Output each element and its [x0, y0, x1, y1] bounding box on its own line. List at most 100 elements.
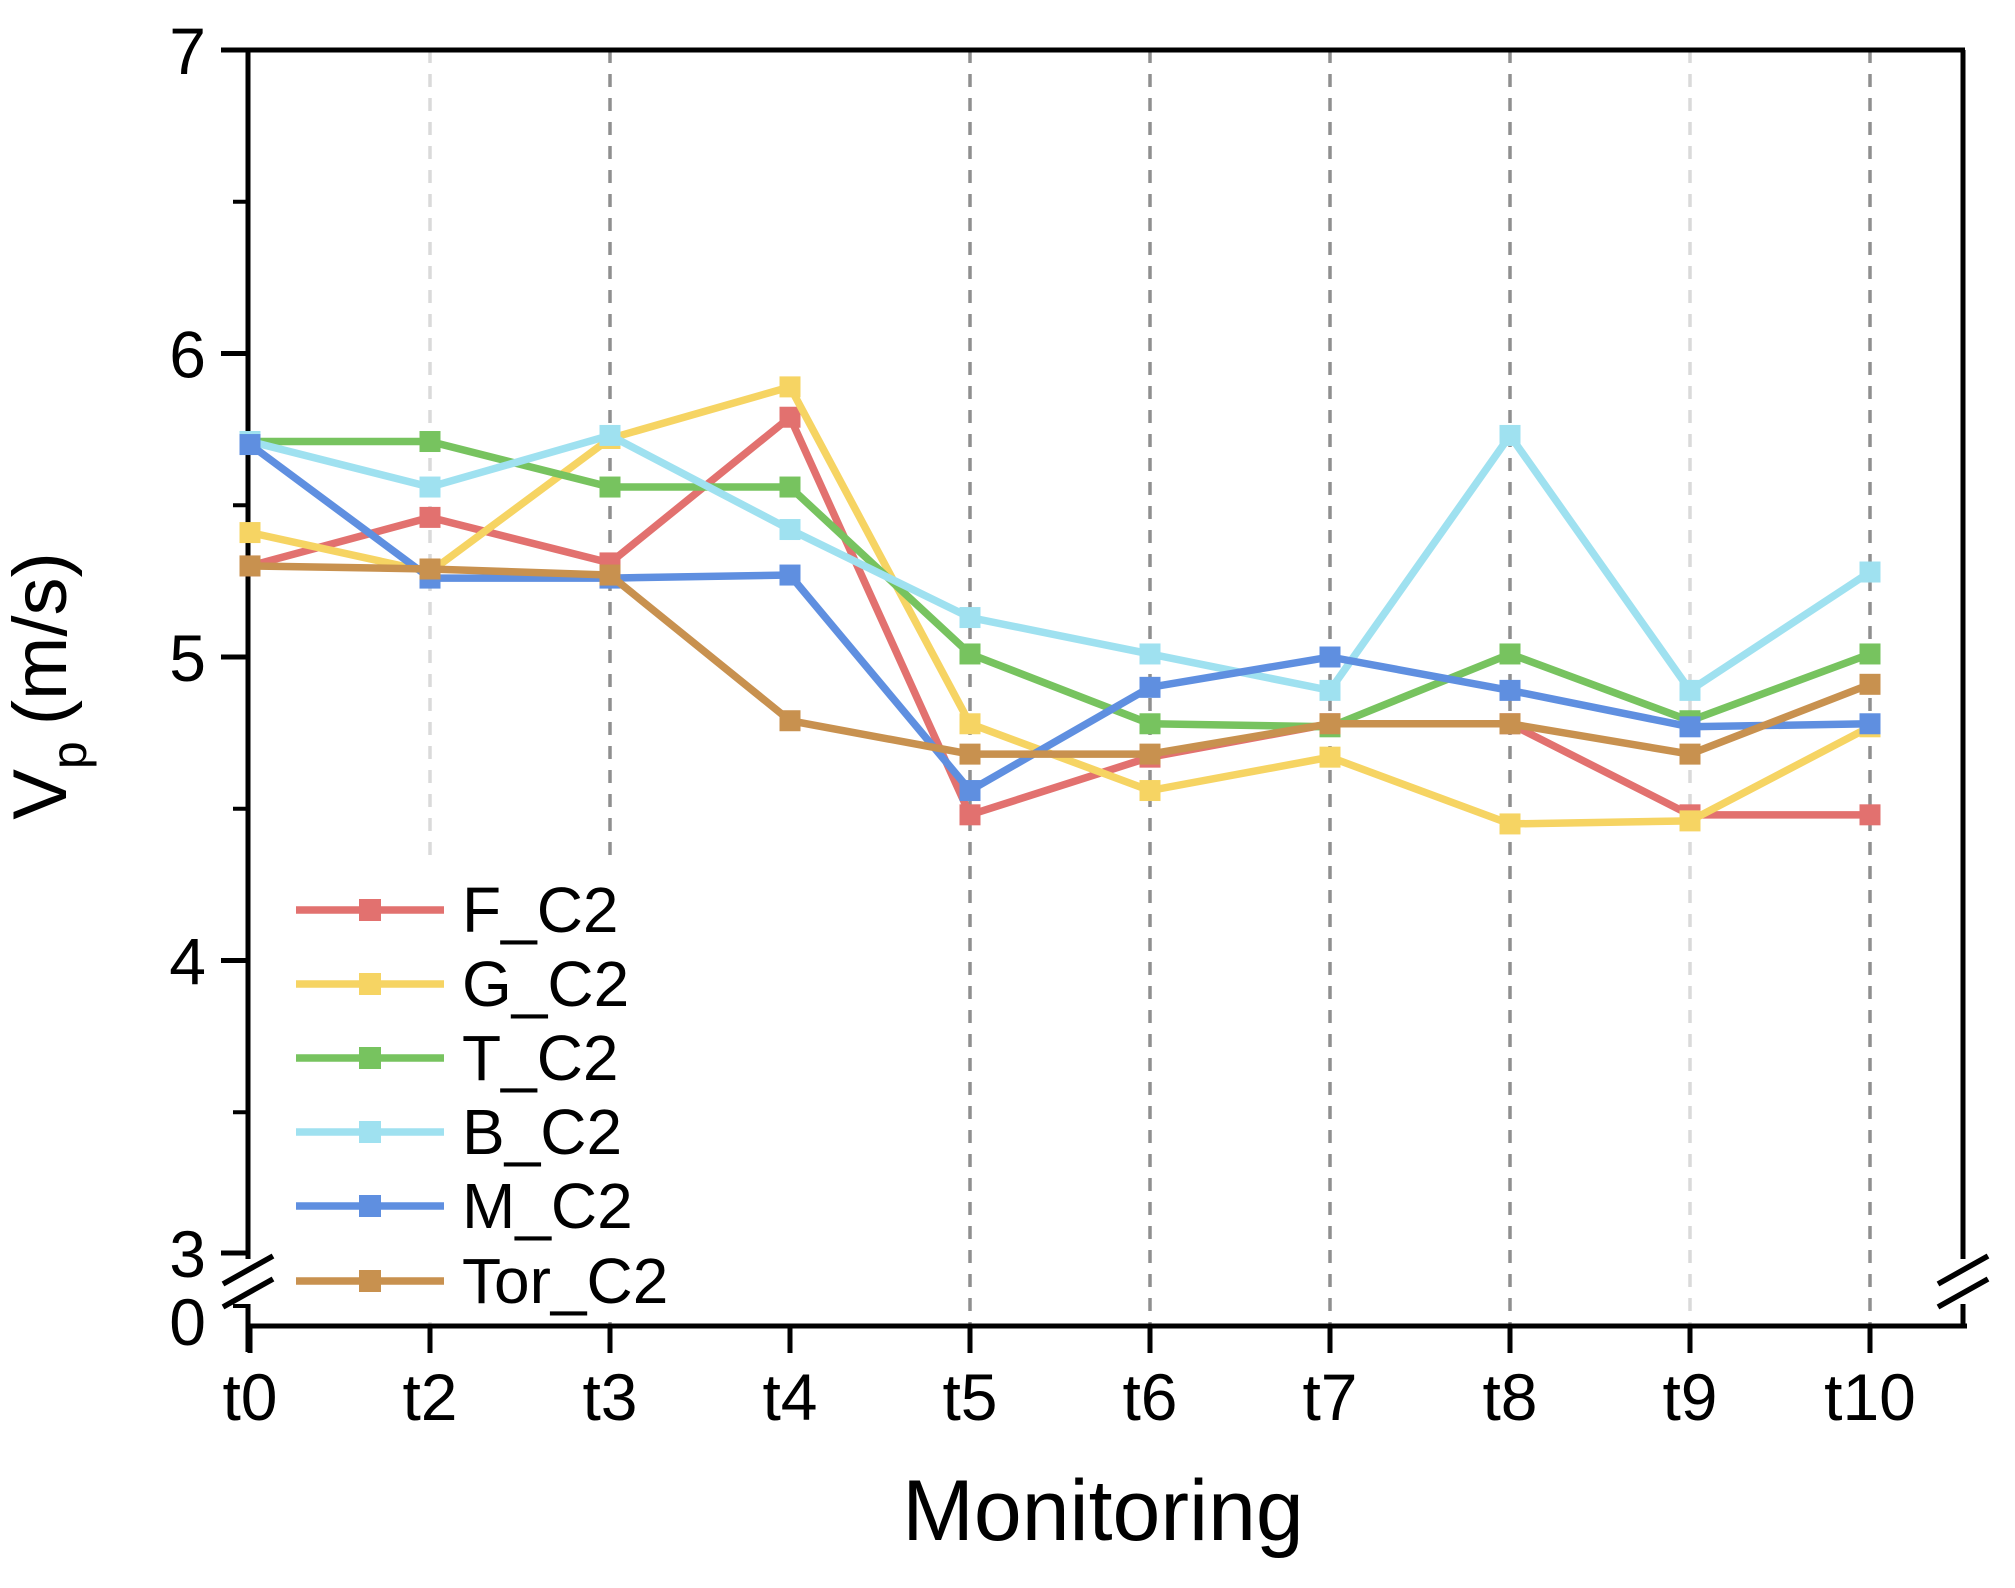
- legend-marker-M_C2: [359, 1195, 381, 1217]
- marker-M_C2-t0: [239, 434, 261, 456]
- marker-B_C2-t7: [1319, 679, 1341, 701]
- marker-M_C2-t5: [959, 780, 981, 802]
- axis-break-left-1: [221, 1253, 275, 1287]
- series-line-F_C2: [249, 411, 1870, 820]
- marker-T_C2-t2: [419, 431, 441, 453]
- y-title-units: (m/s): [0, 552, 83, 725]
- axis-break-left-2: [221, 1276, 275, 1310]
- x-tick-label-t6: t6: [1122, 1360, 1177, 1434]
- legend-label-G_C2: G_C2: [462, 948, 629, 1020]
- legend-background: [282, 866, 746, 1322]
- marker-M_C2-t7: [1319, 646, 1341, 668]
- x-tick-label-t8: t8: [1482, 1360, 1537, 1434]
- marker-G_C2-t8: [1499, 813, 1521, 835]
- legend-label-B_C2: B_C2: [462, 1096, 622, 1168]
- marker-B_C2-t6: [1139, 643, 1161, 665]
- legend-marker-T_C2: [359, 1047, 381, 1069]
- marker-M_C2-t8: [1499, 679, 1521, 701]
- series-line-M_C2: [247, 441, 1871, 796]
- x-tick-label-t7: t7: [1302, 1360, 1357, 1434]
- legend-marker-G_C2: [359, 973, 381, 995]
- marker-G_C2-t5: [959, 713, 981, 735]
- series-line-Tor_C2: [249, 562, 1872, 758]
- series-Tor_C2: [239, 555, 1881, 765]
- x-axis-title: Monitoring: [902, 1463, 1304, 1559]
- marker-B_C2-t2: [419, 476, 441, 498]
- legend-label-F_C2: F_C2: [462, 874, 619, 946]
- series-line-B_C2: [249, 428, 1873, 696]
- marker-G_C2-t7: [1319, 746, 1341, 768]
- series-M_C2: [239, 434, 1881, 802]
- marker-T_C2-t6: [1139, 713, 1161, 735]
- legend-marker-B_C2: [359, 1121, 381, 1143]
- y-tick-label-3: 3: [169, 1217, 206, 1291]
- marker-B_C2-t10: [1859, 561, 1881, 583]
- marker-T_C2-t8: [1499, 643, 1521, 665]
- y-tick-label-origin: 0: [169, 1285, 206, 1359]
- marker-F_C2-t10: [1859, 804, 1881, 826]
- x-tick-label-t4: t4: [762, 1360, 817, 1434]
- series-B_C2: [239, 424, 1881, 701]
- marker-M_C2-t9: [1679, 716, 1701, 738]
- x-tick-label-t2: t2: [402, 1360, 457, 1434]
- y-axis-title: Vp (m/s): [0, 552, 97, 820]
- marker-M_C2-t6: [1139, 676, 1161, 698]
- x-tick-label-t0: t0: [222, 1360, 277, 1434]
- marker-T_C2-t3: [599, 476, 621, 498]
- marker-G_C2-t6: [1139, 780, 1161, 802]
- legend-item-G_C2: G_C2: [296, 948, 629, 1020]
- marker-F_C2-t5: [959, 804, 981, 826]
- series-layer: [239, 376, 1881, 835]
- marker-M_C2-t10: [1859, 713, 1881, 735]
- series-T_C2: [239, 431, 1881, 738]
- legend-item-F_C2: F_C2: [296, 874, 619, 946]
- series-line-T_C2: [250, 437, 1872, 731]
- marker-Tor_C2-t2: [419, 558, 441, 580]
- marker-Tor_C2-t6: [1139, 743, 1161, 765]
- legend-label-M_C2: M_C2: [462, 1170, 633, 1242]
- axis-break-right-2: [1936, 1276, 1990, 1310]
- y-tick-label-6: 6: [169, 318, 206, 392]
- legend-label-Tor_C2: Tor_C2: [462, 1245, 668, 1317]
- x-tick-label-t10: t10: [1824, 1360, 1916, 1434]
- legend-item-M_C2: M_C2: [296, 1170, 633, 1242]
- marker-Tor_C2-t4: [779, 710, 801, 732]
- legend-item-T_C2: T_C2: [296, 1022, 619, 1094]
- marker-G_C2-t4: [779, 376, 801, 398]
- marker-G_C2-t0: [239, 522, 261, 544]
- marker-Tor_C2-t0: [239, 555, 261, 577]
- marker-B_C2-t4: [779, 519, 801, 541]
- marker-F_C2-t4: [779, 406, 801, 428]
- marker-Tor_C2-t10: [1859, 673, 1881, 695]
- x-tick-label-t5: t5: [942, 1360, 997, 1434]
- axis-break-right-1: [1936, 1253, 1990, 1287]
- y-tick-label-7: 7: [169, 14, 206, 88]
- marker-Tor_C2-t9: [1679, 743, 1701, 765]
- marker-Tor_C2-t8: [1499, 713, 1521, 735]
- marker-B_C2-t9: [1679, 679, 1701, 701]
- marker-T_C2-t4: [779, 476, 801, 498]
- x-tick-label-t9: t9: [1662, 1360, 1717, 1434]
- legend-marker-F_C2: [359, 899, 381, 921]
- legend-marker-Tor_C2: [359, 1270, 381, 1292]
- marker-B_C2-t3: [599, 424, 621, 446]
- marker-B_C2-t8: [1499, 424, 1521, 446]
- legend-label-T_C2: T_C2: [462, 1022, 619, 1094]
- y-tick-label-4: 4: [169, 925, 206, 999]
- x-tick-label-t3: t3: [582, 1360, 637, 1434]
- marker-B_C2-t5: [959, 607, 981, 629]
- marker-Tor_C2-t5: [959, 743, 981, 765]
- marker-T_C2-t5: [959, 643, 981, 665]
- marker-G_C2-t9: [1679, 810, 1701, 832]
- marker-F_C2-t2: [419, 506, 441, 528]
- marker-T_C2-t10: [1859, 643, 1881, 665]
- marker-M_C2-t4: [779, 564, 801, 586]
- y-tick-label-5: 5: [169, 621, 206, 695]
- marker-Tor_C2-t7: [1319, 713, 1341, 735]
- legend-item-Tor_C2: Tor_C2: [296, 1245, 668, 1317]
- y-title-symbol: V: [0, 769, 83, 820]
